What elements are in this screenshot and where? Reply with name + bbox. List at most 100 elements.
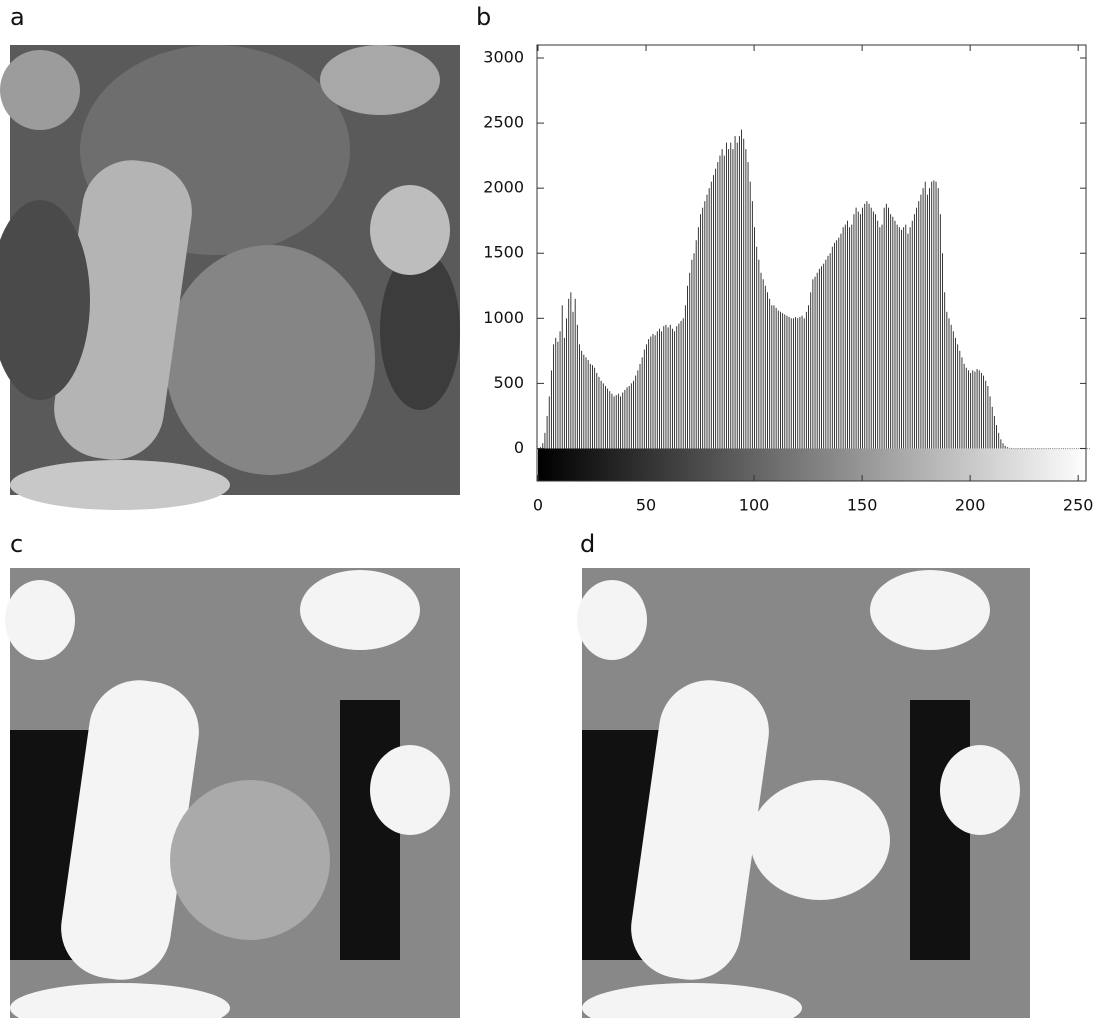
bar	[674, 331, 675, 448]
bar	[1039, 448, 1040, 449]
bar	[629, 386, 630, 448]
bar	[879, 227, 880, 448]
bar	[886, 204, 887, 449]
bar	[750, 182, 751, 449]
panel-label: b	[476, 3, 491, 31]
bar	[808, 305, 809, 448]
bar	[588, 360, 589, 449]
bar	[1074, 448, 1075, 449]
bar	[771, 305, 772, 448]
bar	[724, 156, 725, 449]
bar	[765, 286, 766, 449]
bar	[797, 318, 798, 448]
bar	[575, 299, 576, 449]
bar	[853, 214, 854, 448]
panel-label: c	[10, 530, 23, 558]
bar	[542, 443, 543, 448]
bar	[1018, 448, 1019, 449]
bar	[905, 225, 906, 449]
bar	[1031, 448, 1032, 449]
bar	[806, 312, 807, 449]
bar	[994, 416, 995, 449]
plot-frame	[537, 45, 1086, 481]
bar	[931, 182, 932, 449]
bar	[901, 230, 902, 449]
bar	[799, 317, 800, 448]
bar	[864, 204, 865, 449]
bar	[1046, 448, 1047, 449]
y-tick-label: 0	[514, 438, 524, 457]
bar	[998, 433, 999, 449]
bar	[955, 338, 956, 449]
bar	[763, 279, 764, 448]
bar	[1028, 448, 1029, 449]
bar	[929, 188, 930, 448]
bar	[743, 139, 744, 449]
bar	[648, 339, 649, 448]
bar	[983, 376, 984, 449]
bar	[882, 225, 883, 449]
bar	[851, 225, 852, 449]
bar	[605, 386, 606, 448]
bar	[780, 312, 781, 449]
bar	[624, 390, 625, 449]
bar	[663, 326, 664, 448]
bar	[845, 225, 846, 449]
bar	[601, 381, 602, 449]
bar	[795, 317, 796, 448]
bar	[972, 370, 973, 448]
bar	[776, 308, 777, 449]
bar	[987, 386, 988, 448]
bar	[594, 368, 595, 449]
bar	[661, 331, 662, 448]
bar	[748, 162, 749, 448]
bar	[678, 324, 679, 449]
bar	[949, 318, 950, 448]
bar	[754, 227, 755, 448]
bar	[832, 247, 833, 449]
bar	[609, 391, 610, 448]
bar	[611, 394, 612, 449]
bar	[702, 208, 703, 449]
bar	[802, 316, 803, 449]
bar	[992, 407, 993, 449]
bar	[577, 325, 578, 449]
bar	[696, 240, 697, 448]
bar	[581, 351, 582, 449]
bar	[1009, 448, 1010, 449]
bar	[635, 376, 636, 449]
x-tick-label: 0	[533, 496, 543, 515]
bar	[573, 312, 574, 449]
bar	[732, 149, 733, 448]
bar	[631, 383, 632, 448]
bar	[570, 292, 571, 448]
bar	[672, 329, 673, 449]
bar	[899, 227, 900, 448]
bar	[1005, 446, 1006, 449]
bar	[728, 149, 729, 448]
x-tick-label: 150	[847, 496, 878, 515]
bar	[1024, 448, 1025, 449]
bar	[858, 212, 859, 449]
bar	[668, 327, 669, 448]
x-tick-label: 50	[636, 496, 656, 515]
bar	[843, 227, 844, 448]
bar	[897, 225, 898, 449]
bar	[553, 344, 554, 448]
bar	[918, 201, 919, 448]
bar	[603, 383, 604, 448]
bar	[756, 247, 757, 449]
bar	[985, 381, 986, 449]
bar	[1076, 448, 1077, 449]
bar	[655, 335, 656, 448]
bar	[821, 266, 822, 448]
bar	[670, 325, 671, 449]
bar	[622, 392, 623, 448]
bar	[752, 201, 753, 448]
bar	[637, 370, 638, 448]
bar	[789, 317, 790, 448]
x-tick-label: 100	[739, 496, 770, 515]
bar	[884, 208, 885, 449]
bar	[642, 357, 643, 448]
